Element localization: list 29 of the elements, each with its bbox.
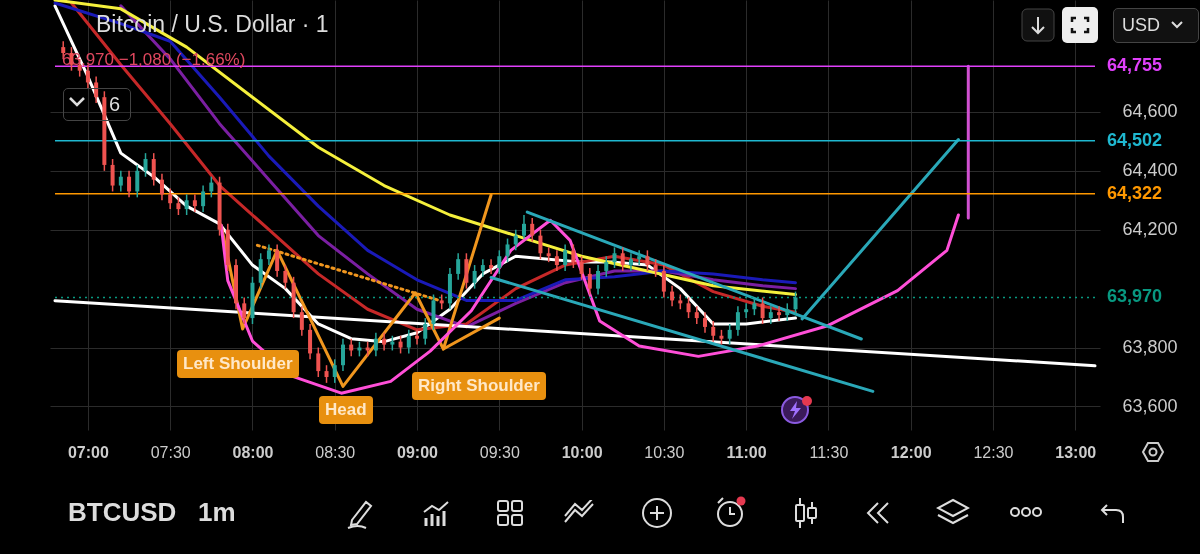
y-tick-label: 64,200: [1122, 219, 1178, 240]
x-tick-label: 12:30: [973, 443, 1014, 461]
y-tick-label: 64,400: [1122, 160, 1178, 181]
x-tick-label: 12:00: [890, 443, 932, 461]
x-tick-label: 08:30: [315, 443, 356, 461]
x-tick-label: 09:30: [479, 443, 520, 461]
text: USD: [1113, 8, 1200, 43]
ref-line-label: 63,970: [1107, 286, 1163, 307]
y-tick-label: 63,800: [1122, 337, 1178, 358]
x-tick-label: 11:00: [726, 443, 767, 461]
x-tick-label: 09:00: [397, 443, 439, 461]
y-tick-label: 63,600: [1122, 395, 1178, 416]
annotation: Right Shoulder: [412, 372, 546, 400]
text: BTCUSD: [68, 497, 177, 528]
x-tick-label: 07:30: [150, 443, 191, 461]
x-tick-label: 13:00: [1055, 443, 1097, 461]
ref-line-label: 64,322: [1107, 182, 1163, 203]
text: 1m: [198, 497, 236, 528]
annotation: Left Shoulder: [177, 350, 299, 378]
x-tick-label: 11:30: [809, 443, 849, 461]
x-tick-label: 08:00: [232, 443, 274, 461]
y-tick-label: 64,600: [1122, 101, 1178, 122]
ref-line-label: 64,502: [1107, 129, 1163, 150]
annotation: 6: [63, 88, 132, 121]
x-tick-label: 07:00: [67, 443, 109, 461]
x-tick-label: 10:00: [561, 443, 603, 461]
x-tick-label: 10:30: [644, 443, 685, 461]
ref-line-label: 64,755: [1107, 55, 1163, 76]
annotation: Head: [319, 396, 373, 424]
